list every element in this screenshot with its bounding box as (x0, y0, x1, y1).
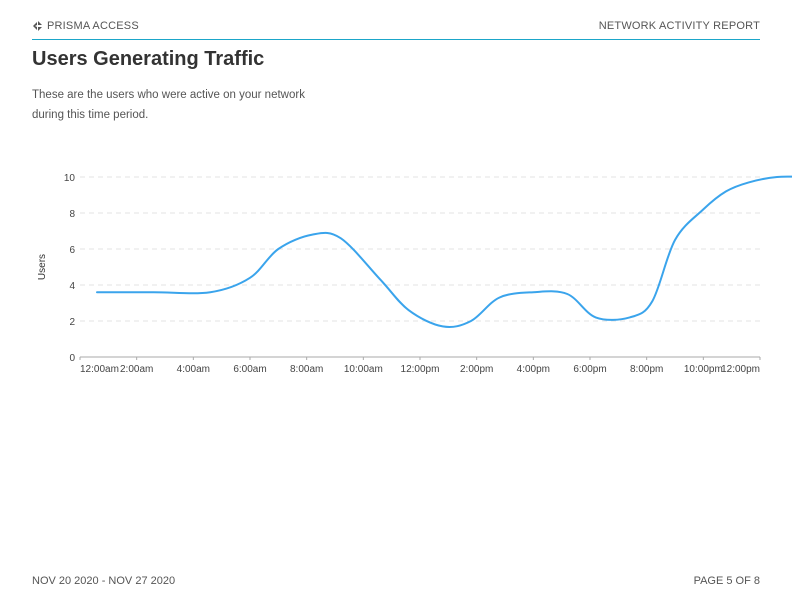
y-tick-label: 10 (64, 173, 76, 184)
report-header: PRISMA ACCESS NETWORK ACTIVITY REPORT (32, 18, 760, 40)
x-tick-label: 12:00pm (401, 364, 440, 375)
x-axis-ticks: 12:00am 2:00am 4:00am 6:00am 8:00am 10:00am 12… (79, 357, 761, 375)
report-title: NETWORK ACTIVITY REPORT (598, 20, 760, 32)
x-tick-label: 8:00am (290, 364, 323, 375)
description-line-1: These are the users who were active on y… (32, 89, 305, 101)
page-title: Users Generating Traffic (32, 48, 265, 70)
x-tick-label: 2:00am (120, 364, 153, 375)
x-tick-label: 4:00pm (517, 364, 550, 375)
y-tick-label: 0 (69, 353, 75, 364)
series-line-users (96, 175, 792, 328)
prisma-logo-icon (33, 21, 42, 31)
y-axis-label: Users (37, 254, 48, 280)
x-tick-label: 10:00pm (684, 364, 723, 375)
x-tick-label: 4:00am (177, 364, 210, 375)
page-description: These are the users who were active on y… (32, 85, 332, 125)
x-tick-label: 6:00am (233, 364, 266, 375)
x-tick-label: 8:00pm (630, 364, 663, 375)
footer-page-number: PAGE 5 OF 8 (693, 575, 760, 587)
brand-name: PRISMA ACCESS (47, 20, 139, 32)
x-tick-label: 12:00pm (721, 364, 760, 375)
x-tick-label: 6:00pm (573, 364, 606, 375)
brand: PRISMA ACCESS (32, 20, 139, 32)
y-tick-label: 8 (69, 209, 75, 220)
x-tick-label: 2:00pm (460, 364, 493, 375)
y-axis-ticks: 0 2 4 6 8 10 (64, 173, 76, 364)
description-line-2: during this time period. (32, 109, 149, 121)
footer-date-range: NOV 20 2020 - NOV 27 2020 (32, 575, 176, 587)
x-tick-label: 10:00am (344, 364, 383, 375)
y-tick-label: 4 (69, 281, 75, 292)
x-tick-label: 12:00am (80, 364, 119, 375)
chart-grid (80, 176, 760, 322)
y-tick-label: 6 (69, 245, 75, 256)
y-tick-label: 2 (69, 317, 75, 328)
